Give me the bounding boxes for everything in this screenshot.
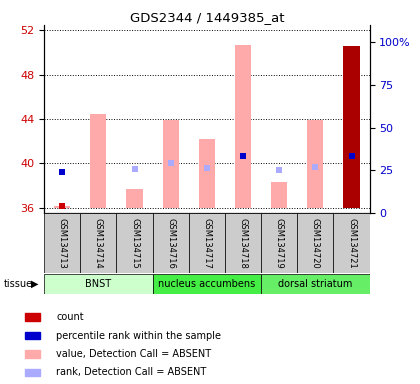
Text: tissue: tissue — [4, 279, 33, 289]
Text: BNST: BNST — [85, 279, 111, 289]
Bar — [54, 207, 70, 208]
Bar — [297, 213, 333, 273]
Text: dorsal striatum: dorsal striatum — [278, 279, 352, 289]
Text: nucleus accumbens: nucleus accumbens — [158, 279, 255, 289]
Bar — [163, 120, 179, 208]
Point — [312, 164, 319, 170]
Bar — [25, 350, 40, 358]
Bar — [235, 45, 251, 208]
Text: GSM134719: GSM134719 — [275, 218, 284, 269]
Point — [204, 165, 210, 171]
Bar — [80, 213, 116, 273]
Point — [167, 160, 174, 166]
Bar — [116, 213, 152, 273]
Title: GDS2344 / 1449385_at: GDS2344 / 1449385_at — [130, 11, 284, 24]
Bar — [225, 213, 261, 273]
Point — [348, 152, 355, 159]
Point — [276, 167, 283, 173]
Bar — [261, 213, 297, 273]
Text: GSM134715: GSM134715 — [130, 218, 139, 269]
Bar — [333, 213, 370, 273]
Bar — [152, 213, 189, 273]
Text: percentile rank within the sample: percentile rank within the sample — [56, 331, 221, 341]
Text: count: count — [56, 312, 84, 322]
Text: rank, Detection Call = ABSENT: rank, Detection Call = ABSENT — [56, 367, 207, 377]
Bar — [90, 114, 107, 208]
Bar — [307, 120, 323, 208]
Text: ▶: ▶ — [31, 279, 39, 289]
Text: GSM134713: GSM134713 — [58, 218, 67, 269]
Text: GSM134718: GSM134718 — [239, 218, 247, 269]
Bar — [25, 369, 40, 376]
Text: GSM134721: GSM134721 — [347, 218, 356, 269]
Bar — [25, 313, 40, 321]
Bar — [199, 139, 215, 208]
Point — [59, 204, 66, 210]
Bar — [25, 332, 40, 339]
Bar — [271, 182, 287, 208]
Point — [131, 166, 138, 172]
Point — [240, 152, 247, 159]
Bar — [261, 274, 370, 294]
Text: GSM134720: GSM134720 — [311, 218, 320, 269]
Text: GSM134717: GSM134717 — [202, 218, 211, 269]
Bar — [344, 46, 360, 208]
Bar — [189, 213, 225, 273]
Bar — [44, 213, 80, 273]
Text: GSM134714: GSM134714 — [94, 218, 103, 269]
Text: GSM134716: GSM134716 — [166, 218, 175, 269]
Bar — [44, 274, 152, 294]
Text: value, Detection Call = ABSENT: value, Detection Call = ABSENT — [56, 349, 211, 359]
Bar — [152, 274, 261, 294]
Bar — [126, 189, 143, 208]
Point — [59, 169, 66, 175]
